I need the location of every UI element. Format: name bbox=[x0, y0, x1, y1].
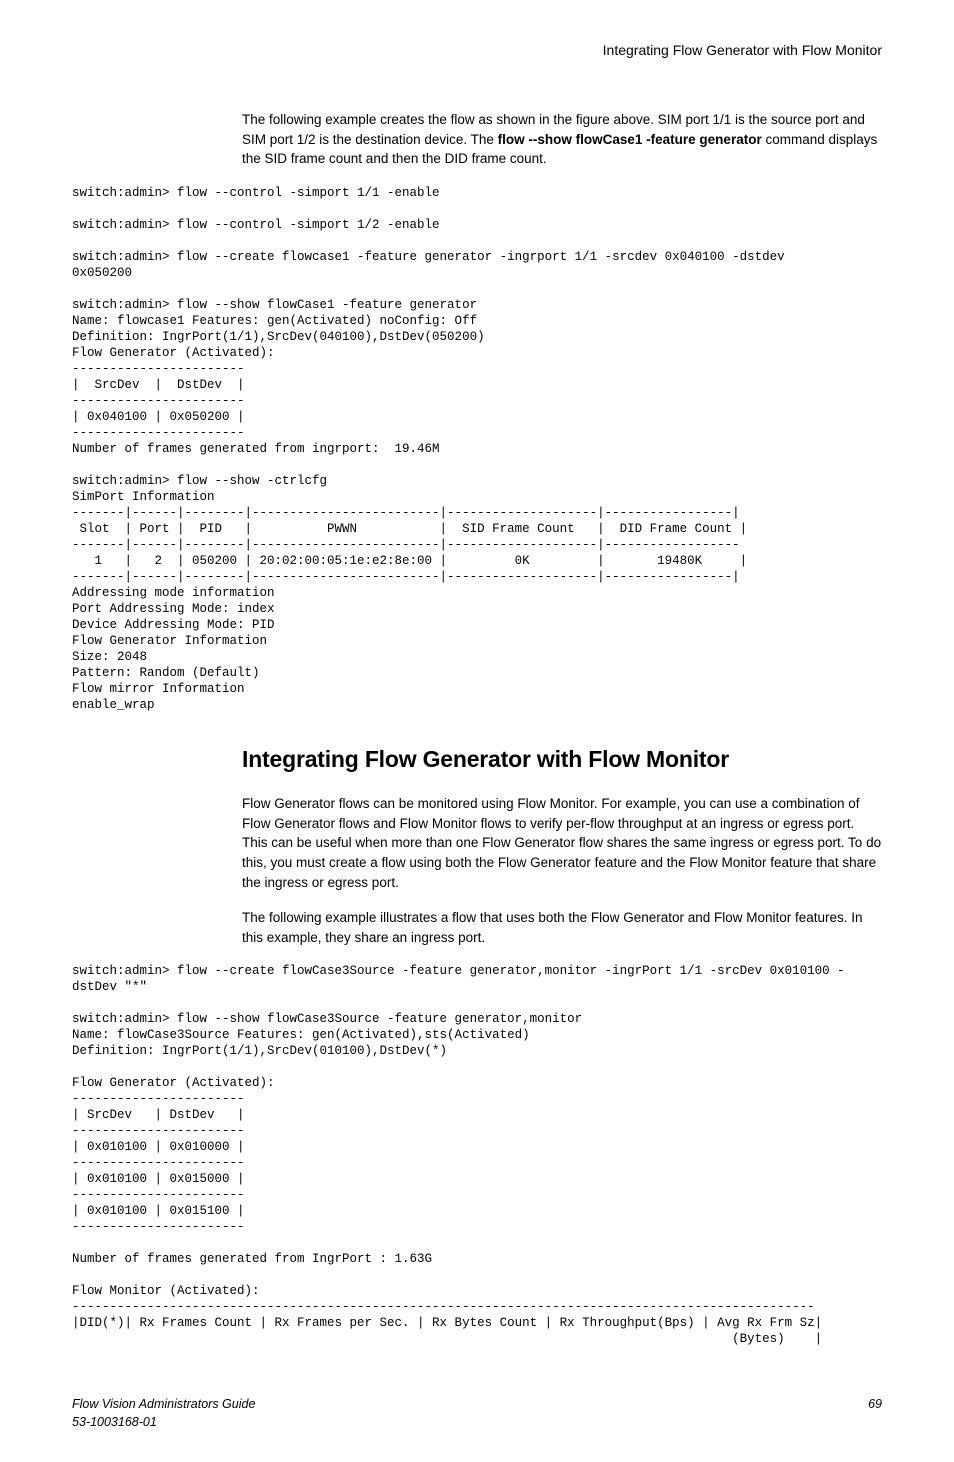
footer-left: Flow Vision Administrators Guide 53-1003… bbox=[72, 1395, 255, 1431]
terminal-output-1: switch:admin> flow --control -simport 1/… bbox=[72, 185, 882, 713]
footer-page-number: 69 bbox=[868, 1395, 882, 1431]
intro-paragraph: The following example creates the flow a… bbox=[242, 110, 882, 169]
section-para-1: Flow Generator flows can be monitored us… bbox=[242, 794, 882, 892]
intro-cmd: flow --show flowCase1 -feature generator bbox=[498, 132, 762, 147]
section-heading: Integrating Flow Generator with Flow Mon… bbox=[242, 743, 882, 776]
page-footer: Flow Vision Administrators Guide 53-1003… bbox=[72, 1395, 882, 1431]
footer-docnum: 53-1003168-01 bbox=[72, 1413, 255, 1431]
running-header: Integrating Flow Generator with Flow Mon… bbox=[72, 40, 882, 60]
terminal-output-2: switch:admin> flow --create flowCase3Sou… bbox=[72, 963, 882, 1347]
footer-title: Flow Vision Administrators Guide bbox=[72, 1395, 255, 1413]
section-para-2: The following example illustrates a flow… bbox=[242, 908, 882, 947]
